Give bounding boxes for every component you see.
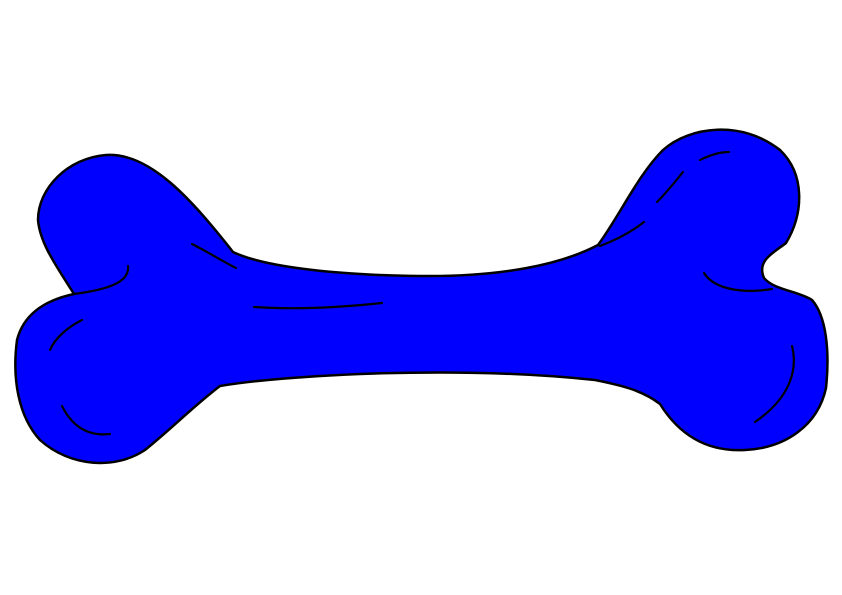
shading-line-left-neck [190, 242, 238, 270]
shading-line-left-knob-top [72, 264, 130, 296]
shading-line-right-knob-bottom [753, 344, 795, 424]
shading-line-left-knob-inner [48, 318, 84, 352]
bone-body [14, 128, 829, 465]
bone [14, 128, 829, 465]
shading-line-right-knob-notch [702, 271, 774, 292]
shading-line-shaft [252, 301, 384, 310]
bone-shading-lines [48, 150, 795, 436]
shading-line-right-knob-top-1 [655, 170, 685, 204]
shading-line-right-knob-top-2 [698, 150, 731, 162]
shading-line-left-knob-bottom [60, 404, 112, 436]
shading-line-right-neck [598, 220, 646, 248]
